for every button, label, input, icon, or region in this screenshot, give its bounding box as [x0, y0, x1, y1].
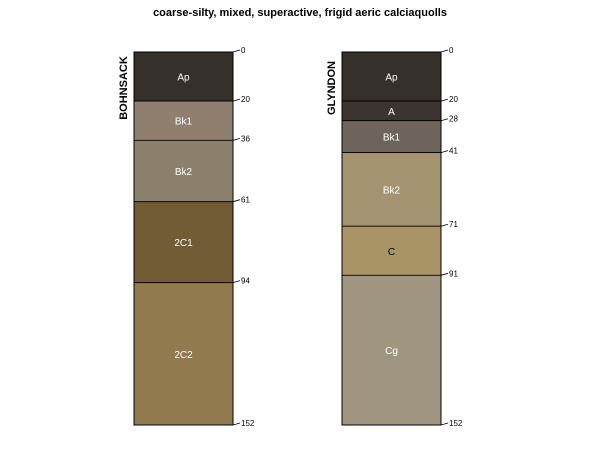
horizon-label: Bk2 [175, 167, 193, 178]
figure-title: coarse-silty, mixed, superactive, frigid… [153, 7, 447, 19]
depth-tick [232, 422, 241, 426]
depth-tick [232, 49, 241, 53]
depth-label: 71 [449, 220, 458, 229]
profile-bohnsack: Ap Bk1 Bk2 2C1 2C2 0 20 36 61 94 152 BOHNSACK [118, 46, 255, 428]
depth-label: 36 [241, 134, 250, 143]
horizon-label: 2C1 [174, 238, 193, 249]
profile-glyndon: Ap A Bk1 Bk2 C Cg 0 20 28 41 71 91 152 GLYNDON [326, 46, 463, 428]
horizon-label: Bk1 [383, 133, 401, 144]
depth-label: 152 [241, 419, 255, 428]
depth-tick [440, 98, 449, 102]
depth-label: 94 [241, 277, 250, 286]
depth-tick [232, 199, 241, 203]
horizon-label: Cg [385, 346, 398, 357]
depth-tick [440, 223, 449, 227]
depth-label: 61 [241, 196, 250, 205]
depth-label: 41 [449, 147, 458, 156]
profile-name-label: GLYNDON [326, 61, 338, 115]
depth-label: 0 [449, 46, 454, 55]
depth-label: 0 [241, 46, 246, 55]
depth-tick [232, 137, 241, 141]
depth-tick [440, 272, 449, 276]
horizon-label: A [388, 107, 395, 118]
horizon-2c1-block [133, 201, 234, 284]
depth-tick [440, 150, 449, 153]
profile-border [341, 51, 442, 426]
depth-label: 28 [449, 115, 458, 124]
horizon-label: C [388, 247, 395, 258]
horizon-label: Ap [177, 73, 190, 84]
horizon-bk2-block [133, 139, 234, 203]
depth-label: 20 [241, 95, 250, 104]
depth-tick [232, 98, 241, 102]
depth-tick [440, 422, 449, 426]
horizon-label: 2C2 [174, 350, 193, 361]
profiles-group: Ap Bk1 Bk2 2C1 2C2 0 20 36 61 94 152 BOHNSACK Ap A Bk1… [118, 46, 463, 428]
depth-tick [232, 280, 241, 284]
depth-label: 91 [449, 269, 458, 278]
depth-label: 20 [449, 95, 458, 104]
profile-name-label: BOHNSACK [118, 56, 130, 120]
horizon-2c2-block [133, 282, 234, 426]
depth-label: 152 [449, 419, 463, 428]
depth-tick [440, 49, 449, 53]
depth-tick [440, 118, 449, 122]
horizon-bk1-block [133, 100, 234, 141]
horizon-label: Bk2 [383, 185, 401, 196]
horizon-c-block [341, 225, 442, 276]
horizon-label: Ap [385, 73, 398, 84]
horizon-ap-block [133, 51, 234, 102]
horizon-label: Bk1 [175, 117, 193, 128]
profile-border [133, 51, 234, 426]
